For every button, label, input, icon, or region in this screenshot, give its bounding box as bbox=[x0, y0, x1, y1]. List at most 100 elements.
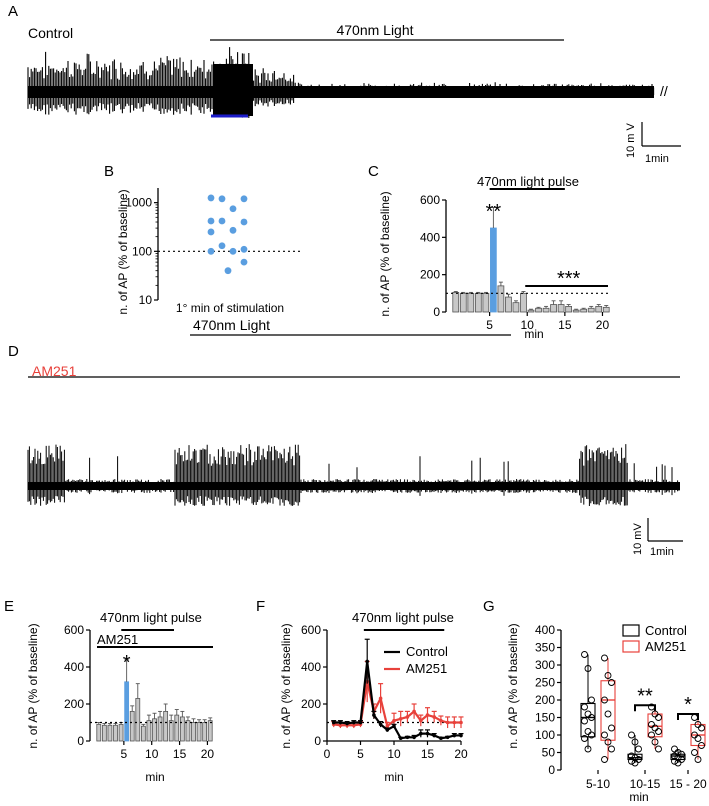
panel-g-point bbox=[608, 724, 615, 732]
panel-c-bar bbox=[497, 285, 505, 313]
panel-g-y-tick-label: 100 bbox=[535, 728, 555, 742]
panel-g-x-tick-label: 5-10 bbox=[586, 777, 610, 791]
panel-b-y-tick-label: 100 bbox=[132, 244, 152, 258]
panel-g-box bbox=[627, 753, 643, 761]
panel-b-point bbox=[240, 218, 248, 226]
panel-c-ylabel: n. of AP (% of baseline) bbox=[378, 191, 392, 316]
panel-c-bar bbox=[452, 291, 460, 313]
panel-e-bar bbox=[202, 722, 208, 742]
panel-g-y-tick-label: 300 bbox=[535, 658, 555, 672]
panel-f-x-tick-label: 0 bbox=[324, 747, 331, 761]
panel-c-y-tick-label: 200 bbox=[420, 268, 440, 282]
panel-f-point bbox=[439, 718, 443, 723]
panel-g-y-tick-label: 250 bbox=[535, 676, 555, 690]
panel-g-y-tick-label: 0 bbox=[548, 763, 555, 777]
panel-f-x-tick-label: 15 bbox=[421, 747, 435, 761]
panel-g-box bbox=[670, 753, 686, 761]
panel-f-point bbox=[432, 715, 437, 719]
panel-e-xlabel: min bbox=[145, 770, 164, 784]
panel-f-point bbox=[358, 720, 363, 725]
panel-b-point bbox=[240, 245, 248, 253]
panel-g-point bbox=[694, 721, 702, 728]
panel-g-point bbox=[601, 731, 608, 739]
panel-e-plot: 0 200 400 600 5 10 15 20 * bbox=[64, 623, 214, 761]
panel-a-letter: A bbox=[8, 3, 18, 20]
panel-a-light-label: 470nm Light bbox=[336, 22, 413, 38]
panel-d-condition-label: AM251 bbox=[32, 363, 77, 379]
panel-g-point bbox=[628, 731, 635, 739]
panel-f-point bbox=[385, 724, 390, 728]
panel-g-point bbox=[581, 651, 588, 658]
panel-d-light-label: 470nm Light bbox=[193, 317, 270, 333]
panel-e-bar bbox=[118, 723, 124, 742]
panel-f-point bbox=[352, 723, 356, 728]
panel-c-bar bbox=[490, 227, 497, 313]
panel-e-y-tick-label: 400 bbox=[64, 660, 84, 674]
panel-f-light-label: 470nm light pulse bbox=[352, 610, 454, 625]
panel-c-light-label: 470nm light pulse bbox=[477, 174, 579, 189]
panel-c-bar bbox=[535, 307, 542, 313]
panel-f-xlabel: min bbox=[384, 770, 403, 784]
panel-g-point bbox=[601, 696, 608, 704]
panel-e-bar bbox=[107, 724, 113, 742]
panel-g-x-tick-label: 10-15 bbox=[630, 777, 661, 791]
panel-e-stat-mark: * bbox=[123, 652, 131, 674]
panel-c-bar bbox=[602, 306, 610, 313]
panel-f: F n. of AP (% of baseline) min 470nm lig… bbox=[256, 598, 468, 784]
trace-a-spikes bbox=[27, 47, 655, 118]
panel-g-point bbox=[674, 759, 682, 767]
panel-a-scale-time: 1min bbox=[645, 153, 669, 165]
panel-f-point bbox=[419, 731, 423, 736]
panel-a-scale-voltage: 10 m V bbox=[625, 122, 637, 158]
panel-g-y-tick-label: 200 bbox=[535, 693, 555, 707]
panel-d-letter: D bbox=[8, 343, 19, 360]
panel-g-point bbox=[655, 714, 662, 721]
panel-f-x-tick-label: 10 bbox=[387, 747, 401, 761]
panel-b-point bbox=[240, 258, 248, 266]
panel-f-point bbox=[392, 724, 396, 728]
panel-c-x-tick-label: 20 bbox=[596, 318, 610, 332]
panel-c-y-tick-label: 0 bbox=[433, 305, 440, 319]
panel-c-bar bbox=[527, 309, 535, 313]
panel-g-point bbox=[655, 745, 662, 753]
panel-a-scale-bar: 10 m V 1min bbox=[625, 122, 681, 165]
panel-g-point bbox=[604, 672, 612, 679]
panel-f-point bbox=[365, 659, 370, 664]
panel-g-point bbox=[671, 752, 678, 760]
panel-b-xlabel: 1° min of stimulation bbox=[176, 301, 284, 315]
panel-b-y-tick-label: 10 bbox=[139, 293, 153, 307]
panel-g-y-tick-label: 350 bbox=[535, 641, 555, 655]
panel-b-ylabel: n. of AP (% of baseline) bbox=[116, 189, 130, 314]
panel-f-point bbox=[419, 718, 423, 723]
panel-c-bar bbox=[542, 307, 550, 313]
panel-e-x-tick-label: 15 bbox=[173, 747, 187, 761]
panel-e-bar bbox=[129, 711, 135, 742]
panel-f-point bbox=[405, 715, 410, 719]
panel-e-x-tick-label: 10 bbox=[145, 747, 159, 761]
panel-f-point bbox=[459, 733, 463, 738]
panel-a-break-mark: // bbox=[660, 83, 668, 99]
panel-f-point bbox=[445, 735, 450, 740]
panel-e-bar bbox=[163, 711, 169, 742]
panel-f-plot: 0 200 400 600 0 5 10 15 20 Control AM251 bbox=[301, 623, 468, 761]
panel-e-bar bbox=[179, 716, 185, 742]
panel-c-bar bbox=[520, 292, 527, 313]
panel-b-point bbox=[207, 217, 215, 225]
panel-g-y-tick-label: 400 bbox=[535, 623, 555, 637]
panel-b-point bbox=[218, 217, 226, 225]
panel-e-bar bbox=[140, 725, 146, 742]
panel-g-point bbox=[604, 738, 612, 746]
panel-a: A Control 470nm Light // 10 m V 1min bbox=[8, 3, 681, 165]
panel-b-point bbox=[229, 247, 237, 255]
panel-f-point bbox=[459, 720, 463, 725]
panel-c: C n. of AP (% of baseline) min 470nm lig… bbox=[368, 163, 610, 341]
panel-g-legend-label: Control bbox=[645, 623, 687, 638]
panel-b-point bbox=[207, 194, 215, 202]
panel-d-trace bbox=[27, 444, 680, 506]
panel-g-point bbox=[678, 756, 685, 763]
panel-e-drug-label: AM251 bbox=[97, 632, 138, 647]
panel-f-point bbox=[398, 736, 403, 741]
panel-c-bar bbox=[474, 292, 482, 313]
panel-f-y-tick-label: 400 bbox=[301, 660, 321, 674]
panel-g-point bbox=[671, 757, 678, 765]
